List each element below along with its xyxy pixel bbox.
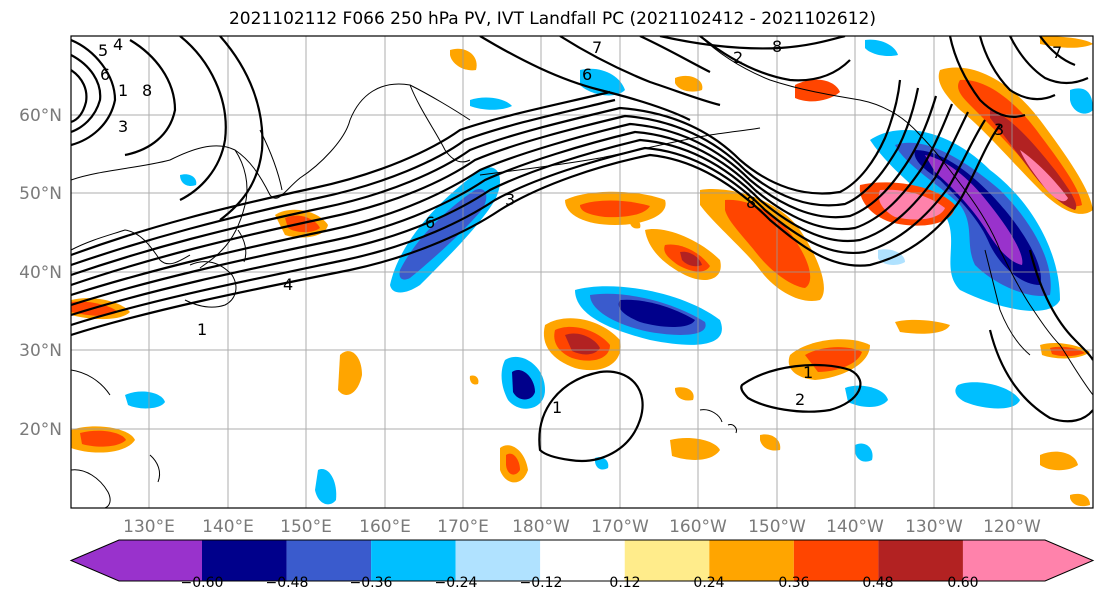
colorbar-tick-label: −0.24 <box>435 575 478 591</box>
colorbar-tick-label: −0.12 <box>520 575 563 591</box>
colorbar-segment <box>119 540 202 581</box>
contour-label: 8 <box>142 81 152 100</box>
lon-label: 120°W <box>983 517 1041 537</box>
contour-label: 3 <box>505 190 515 209</box>
map-title: 2021102112 F066 250 hPa PV, IVT Landfall… <box>228 9 876 29</box>
pv-contours <box>71 36 1093 463</box>
lat-label-50n: 50°N <box>19 184 62 204</box>
lon-label: 160°E <box>359 517 411 537</box>
lon-label: 140°W <box>826 517 884 537</box>
lat-label-60n: 60°N <box>19 106 62 126</box>
colorbar-segment <box>624 540 710 581</box>
map-frame <box>70 35 1094 509</box>
contour-label: 7 <box>1052 43 1062 62</box>
lon-label: 130°E <box>123 517 175 537</box>
colorbar-tick-label: −0.60 <box>181 575 224 591</box>
lon-label: 130°W <box>905 517 963 537</box>
contour-label: 6 <box>425 213 435 232</box>
contour-label: 8 <box>746 193 756 212</box>
lon-label: 140°E <box>202 517 254 537</box>
colorbar <box>69 539 1095 582</box>
contour-label-group: 5 4 6 1 3 8 7 2 6 3 8 1 4 6 1 3 8 7 1 2 <box>98 35 1062 417</box>
colorbar-segment <box>962 540 1045 581</box>
latitude-labels: 60°N 50°N 40°N 30°N 20°N <box>19 106 62 440</box>
colorbar-outline <box>69 539 1095 582</box>
contour-label: 6 <box>100 65 110 84</box>
colorbar-tick-label: 0.24 <box>693 575 724 591</box>
lon-label: 150°E <box>280 517 332 537</box>
contour-label: 5 <box>98 41 108 60</box>
contour-label: 3 <box>118 117 128 136</box>
lat-label-30n: 30°N <box>19 341 62 361</box>
colorbar-extend-low <box>71 540 119 581</box>
colorbar-segment <box>793 540 879 581</box>
contour-label: 1 <box>118 81 128 100</box>
contour-label: 1 <box>197 320 207 339</box>
contour-label: 4 <box>283 275 293 294</box>
lon-label: 160°W <box>669 517 727 537</box>
colorbar-tick-label: 0.12 <box>609 575 640 591</box>
lat-label-40n: 40°N <box>19 263 62 283</box>
lat-label-20n: 20°N <box>19 420 62 440</box>
lon-label: 180°W <box>512 517 570 537</box>
colorbar-segment <box>371 540 456 581</box>
colorbar-segment <box>455 540 541 581</box>
contour-label: 8 <box>772 37 782 56</box>
contour-label: 2 <box>733 48 743 67</box>
colorbar-tick-labels: −0.60 −0.48 −0.36 −0.24 −0.12 0.12 0.24 … <box>181 575 979 591</box>
contour-label: 1 <box>552 398 562 417</box>
colorbar-segment <box>709 540 794 581</box>
colorbar-segment <box>202 540 287 581</box>
contour-label: 3 <box>994 120 1004 139</box>
colorbar-tick-label: 0.36 <box>778 575 809 591</box>
colorbar-tick-label: 0.60 <box>947 575 978 591</box>
colorbar-tick-label: 0.48 <box>862 575 893 591</box>
lon-label: 170°E <box>437 517 489 537</box>
map-panel: 5 4 6 1 3 8 7 2 6 3 8 1 4 6 1 3 8 7 1 2 <box>71 35 1093 508</box>
colorbar-tick-label: −0.48 <box>266 575 309 591</box>
contour-label: 4 <box>113 35 123 54</box>
contour-label: 2 <box>795 390 805 409</box>
colorbar-segment <box>878 540 963 581</box>
colorbar-extend-high <box>1045 540 1093 581</box>
lon-label: 150°W <box>748 517 806 537</box>
colorbar-tick-label: −0.36 <box>350 575 393 591</box>
contour-label: 6 <box>582 65 592 84</box>
lon-label: 170°W <box>591 517 649 537</box>
contour-label: 7 <box>592 38 602 57</box>
contour-label: 1 <box>803 363 813 382</box>
longitude-labels: 130°E 140°E 150°E 160°E 170°E 180°W 170°… <box>123 517 1041 537</box>
colorbar-segment <box>286 540 372 581</box>
colorbar-segment <box>540 540 625 581</box>
